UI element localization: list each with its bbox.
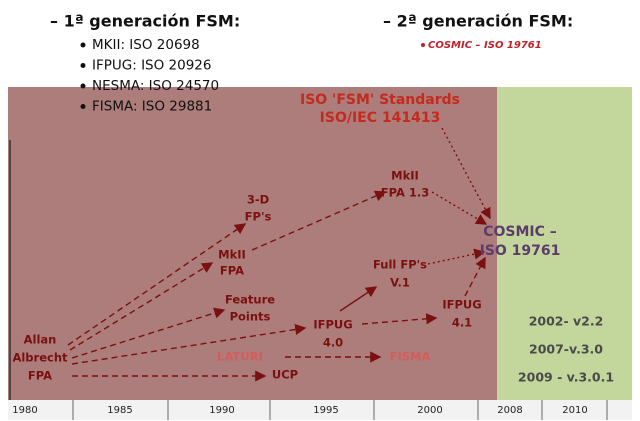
node-label: IFPUG: [313, 318, 352, 332]
gen1-item: FISMA: ISO 29881: [92, 99, 212, 115]
node-label: FPA: [28, 369, 52, 383]
gen1-region: [8, 87, 497, 400]
node-label: 4.1: [452, 316, 472, 330]
node-label: 4.0: [323, 336, 343, 350]
year-label: 1995: [313, 405, 338, 416]
node-label: FP's: [245, 210, 272, 224]
node-label: ISO 'FSM' Standards: [300, 92, 460, 108]
version-label: 2002- v2.2: [529, 314, 604, 329]
year-label: 1980: [12, 405, 37, 416]
gen1-item: NESMA: ISO 24570: [92, 78, 219, 94]
node-label: FISMA: [390, 350, 431, 364]
node-label: 3-D: [247, 193, 269, 207]
gen1-item: IFPUG: ISO 20926: [92, 58, 211, 74]
node-label: ISO 19761: [480, 243, 561, 259]
bullet: [80, 63, 86, 68]
bullet: [80, 83, 86, 89]
node-label: MkII: [391, 169, 419, 183]
gen2-region: [497, 87, 632, 400]
year-label: 2010: [562, 405, 587, 416]
node-label: Points: [230, 310, 271, 324]
gen2-title: – 2ª generación FSM:: [383, 12, 573, 31]
node-label: ISO/IEC 141413: [320, 110, 441, 126]
node-label: V.1: [390, 276, 410, 290]
bullet: [80, 104, 86, 109]
bullet: [80, 42, 86, 48]
node-label: Allan: [24, 333, 57, 347]
version-label: 2009 - v.3.0.1: [518, 370, 614, 385]
timeline-band: [8, 400, 632, 420]
gen1-item: MKII: ISO 20698: [92, 37, 200, 53]
node-label: Full FP's: [373, 258, 427, 272]
year-label: 2000: [417, 405, 442, 416]
node-label: Albrecht: [12, 351, 68, 365]
node-label: COSMIC –: [483, 224, 557, 240]
year-label: 2008: [497, 405, 522, 416]
node-label: FPA: [220, 264, 244, 278]
node-label: MkII: [218, 248, 246, 262]
gen1-title: – 1ª generación FSM:: [50, 12, 240, 31]
node-label: FPA 1.3: [381, 186, 430, 200]
node-label: IFPUG: [442, 298, 481, 312]
version-label: 2007-v.3.0: [529, 342, 603, 357]
node-label: UCP: [272, 368, 298, 382]
year-label: 1985: [107, 405, 132, 416]
bullet: [421, 43, 425, 47]
year-label: 1990: [209, 405, 234, 416]
node-label: LATURI: [217, 350, 263, 364]
arrows: [67, 127, 491, 382]
gen2-item: COSMIC – ISO 19761: [428, 40, 542, 51]
node-label: Feature: [225, 293, 275, 307]
